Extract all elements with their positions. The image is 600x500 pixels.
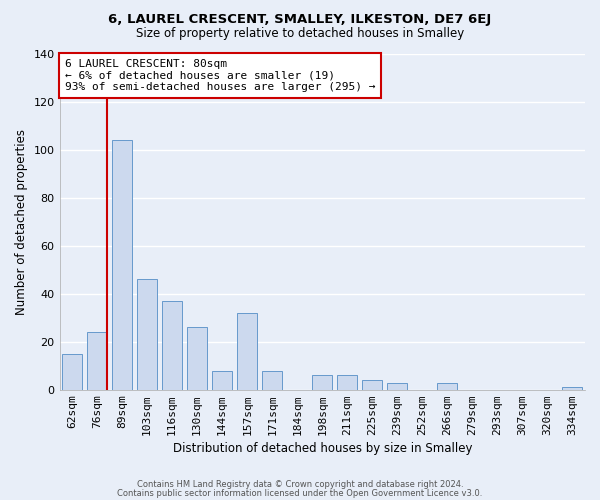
Bar [262,370,282,390]
Bar [137,280,157,390]
Bar [187,328,207,390]
X-axis label: Distribution of detached houses by size in Smalley: Distribution of detached houses by size … [173,442,472,455]
Bar [337,376,358,390]
Bar [112,140,132,390]
Bar [388,382,407,390]
Text: Size of property relative to detached houses in Smalley: Size of property relative to detached ho… [136,28,464,40]
Bar [437,382,457,390]
Bar [212,370,232,390]
Text: 6 LAUREL CRESCENT: 80sqm
← 6% of detached houses are smaller (19)
93% of semi-de: 6 LAUREL CRESCENT: 80sqm ← 6% of detache… [65,59,375,92]
Y-axis label: Number of detached properties: Number of detached properties [15,129,28,315]
Text: Contains public sector information licensed under the Open Government Licence v3: Contains public sector information licen… [118,488,482,498]
Bar [562,388,583,390]
Bar [237,313,257,390]
Bar [362,380,382,390]
Text: Contains HM Land Registry data © Crown copyright and database right 2024.: Contains HM Land Registry data © Crown c… [137,480,463,489]
Bar [62,354,82,390]
Text: 6, LAUREL CRESCENT, SMALLEY, ILKESTON, DE7 6EJ: 6, LAUREL CRESCENT, SMALLEY, ILKESTON, D… [109,12,491,26]
Bar [312,376,332,390]
Bar [87,332,107,390]
Bar [162,301,182,390]
